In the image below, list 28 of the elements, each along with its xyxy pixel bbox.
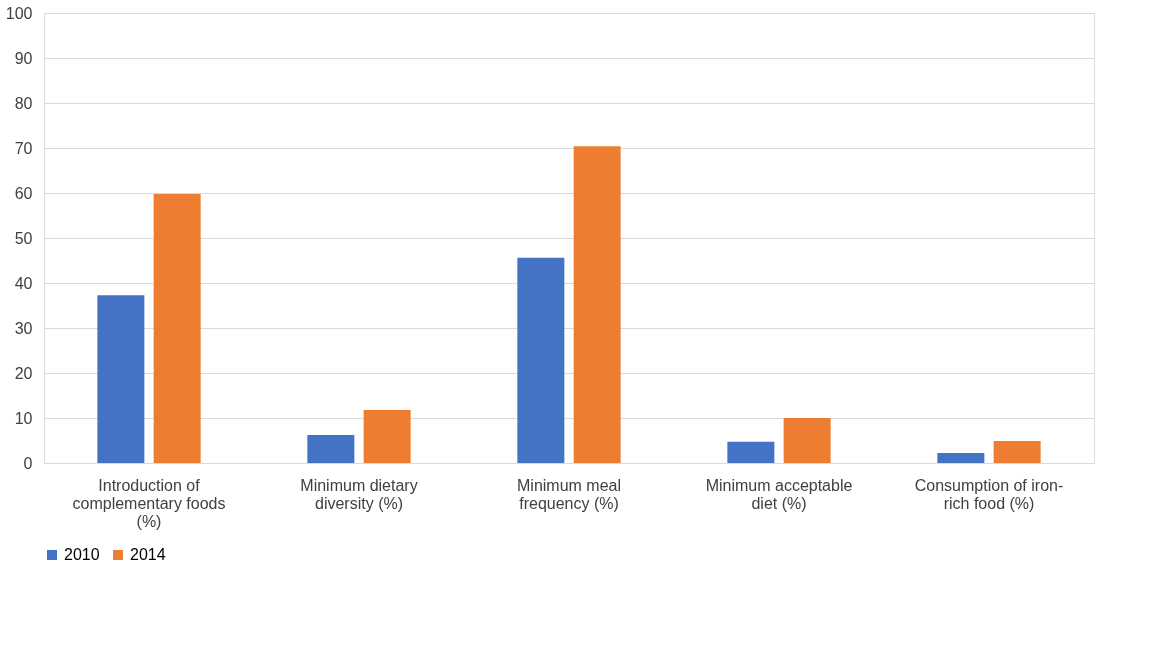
y-tick-label: 80: [14, 94, 33, 112]
bar: [363, 409, 411, 463]
bar: [517, 257, 565, 463]
x-tick-label: Introduction of complementary foods (%): [72, 476, 226, 530]
bar: [307, 435, 355, 463]
bar: [97, 295, 145, 463]
bar: [937, 453, 985, 463]
y-tick-label: 90: [14, 49, 33, 67]
x-tick-label: Consumption of iron-rich food (%): [914, 476, 1064, 512]
bar: [783, 418, 831, 463]
bar: [573, 146, 621, 463]
y-tick-label: 30: [14, 319, 33, 337]
y-tick-label: 10: [14, 409, 33, 427]
y-tick-label: 100: [5, 4, 33, 22]
x-tick-label: Minimum dietary diversity (%): [300, 476, 418, 512]
x-tick-label: Minimum acceptable diet (%): [705, 476, 853, 512]
legend-label: 2010: [64, 546, 100, 563]
x-tick-label: Minimum meal frequency (%): [516, 476, 622, 512]
y-tick-label: 50: [14, 229, 33, 247]
bar: [153, 193, 201, 463]
y-tick-label: 70: [14, 139, 33, 157]
legend-label: 2014: [130, 546, 166, 563]
bar: [993, 440, 1041, 463]
y-tick-label: 40: [14, 274, 33, 292]
y-tick-label: 20: [14, 364, 33, 382]
y-tick-label: 60: [14, 184, 33, 202]
bar: [727, 441, 775, 463]
y-tick-label: 0: [23, 454, 33, 472]
